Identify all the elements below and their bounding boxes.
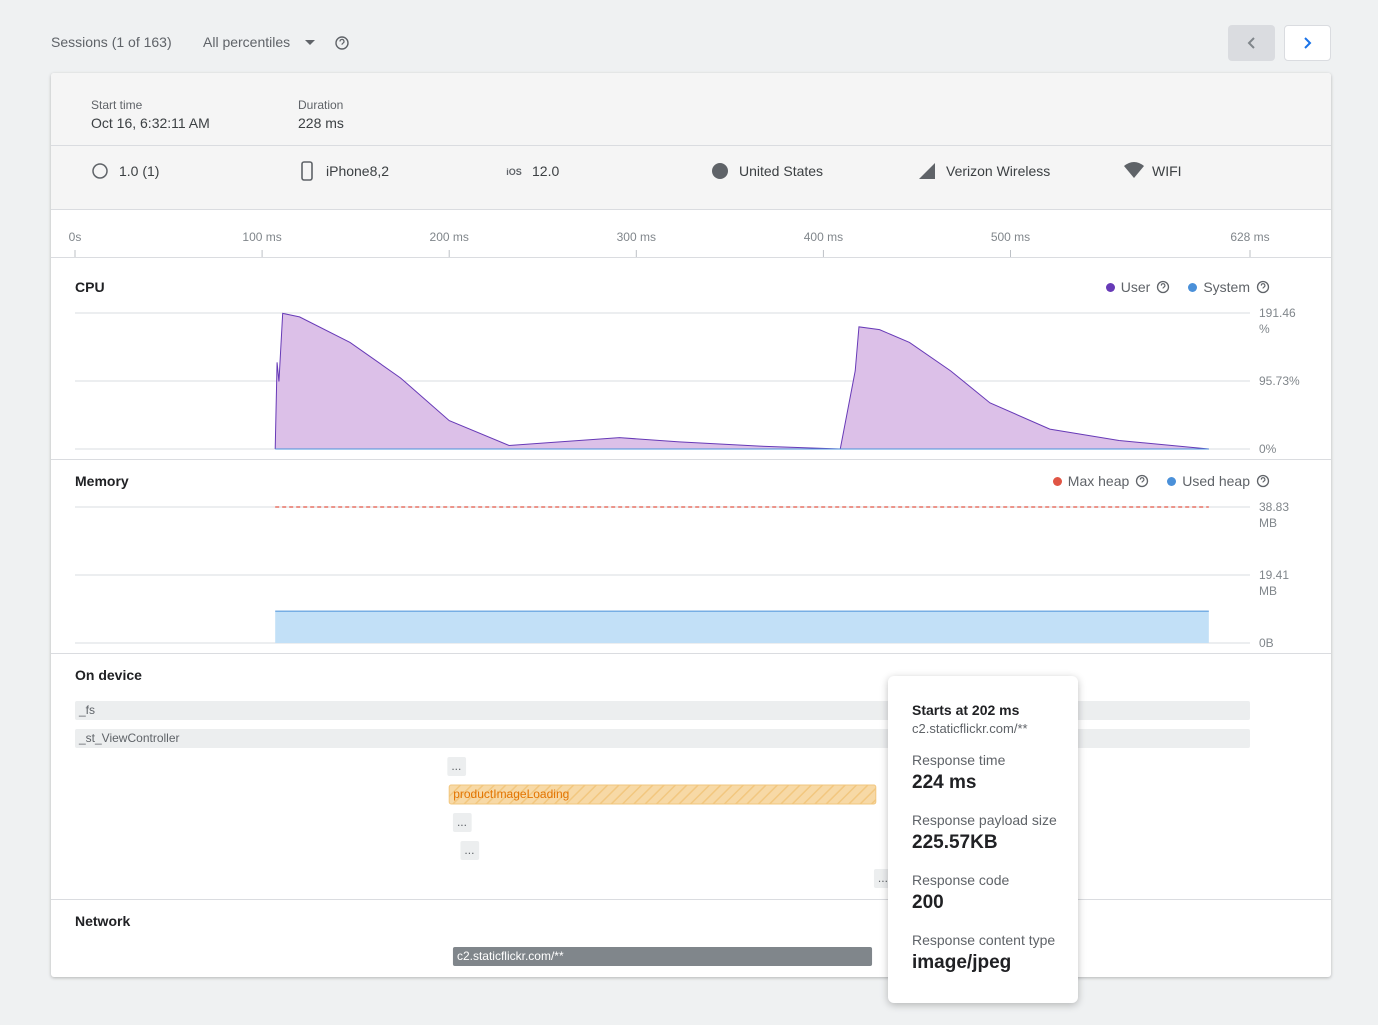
tooltip-field-value: 200 [912, 892, 944, 914]
trace-label: ... [457, 815, 467, 829]
trace-label: ... [878, 871, 888, 885]
trace-label: ... [464, 843, 474, 857]
tooltip-subtitle: c2.staticflickr.com/** [912, 721, 1028, 736]
y-tick-label: 0% [1259, 441, 1305, 457]
legend: User System [1094, 279, 1270, 295]
tooltip-field-value: image/jpeg [912, 952, 1011, 974]
trace-label: c2.staticflickr.com/** [457, 949, 564, 963]
help-icon[interactable] [1256, 280, 1270, 294]
trace-label: _fs [78, 703, 95, 717]
legend-dot [1167, 477, 1176, 486]
legend-label: System [1203, 279, 1250, 295]
tooltip-field-label: Response content type [912, 932, 1055, 948]
y-tick-label: 95.73% [1259, 373, 1305, 389]
x-tick-label: 628 ms [1230, 230, 1269, 244]
legend-label: Max heap [1068, 473, 1129, 489]
x-tick-label: 400 ms [804, 230, 843, 244]
tooltip: Starts at 202 ms c2.staticflickr.com/** … [888, 676, 1078, 1003]
area-fill [275, 611, 1209, 643]
x-tick-label: 500 ms [991, 230, 1030, 244]
help-icon[interactable] [1256, 474, 1270, 488]
x-tick-label: 300 ms [617, 230, 656, 244]
y-tick-label: 38.83 MB [1259, 499, 1305, 531]
legend-dot [1188, 283, 1197, 292]
legend: Max heap Used heap [1041, 473, 1270, 489]
y-tick-label: 191.46 % [1259, 305, 1305, 337]
y-tick-label: 0B [1259, 635, 1305, 651]
x-tick-label: 100 ms [242, 230, 281, 244]
x-tick-label: 0s [69, 230, 82, 244]
help-icon[interactable] [1135, 474, 1149, 488]
tooltip-field-label: Response code [912, 872, 1009, 888]
trace-label: _st_ViewController [78, 731, 180, 745]
help-icon[interactable] [1156, 280, 1170, 294]
legend-label: User [1121, 279, 1151, 295]
tooltip-field-value: 224 ms [912, 772, 976, 794]
legend-dot [1053, 477, 1062, 486]
tooltip-title: Starts at 202 ms [912, 702, 1019, 718]
tooltip-field-label: Response payload size [912, 812, 1057, 828]
legend-label: Used heap [1182, 473, 1250, 489]
tooltip-field-value: 225.57KB [912, 832, 998, 854]
legend-dot [1106, 283, 1115, 292]
trace-label: productImageLoading [453, 787, 569, 801]
x-tick-label: 200 ms [430, 230, 469, 244]
tooltip-field-label: Response time [912, 752, 1005, 768]
y-tick-label: 19.41 MB [1259, 567, 1305, 599]
trace-label: ... [451, 759, 461, 773]
